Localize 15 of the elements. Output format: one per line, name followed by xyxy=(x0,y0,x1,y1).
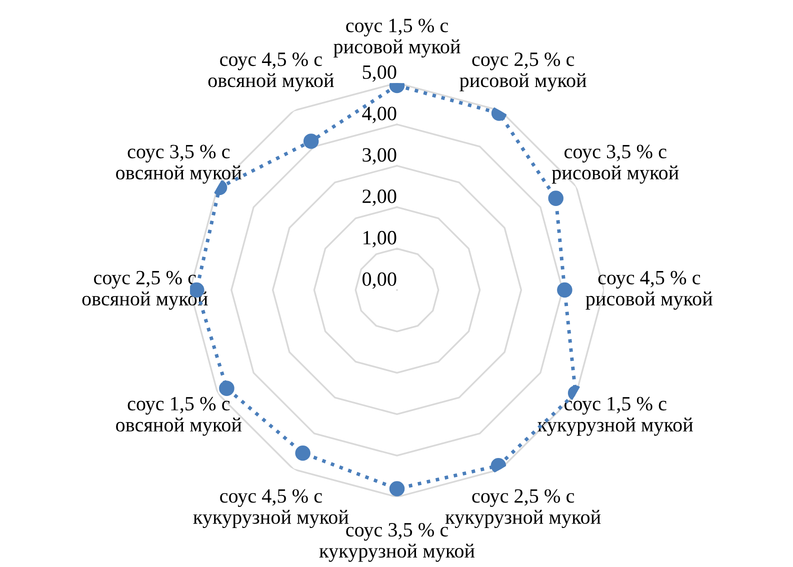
spoke-label: соус 2,5 % с рисовой мукой xyxy=(460,52,586,92)
spoke-label: соус 1,5 % с рисовой мукой xyxy=(334,18,460,58)
y-tick-label: 3,00 xyxy=(362,148,396,165)
y-tick-label: 1,00 xyxy=(364,230,396,248)
spoke-label: соус 4,5 % с кукурузной мукой xyxy=(193,489,348,528)
y-tick-label: 2,00 xyxy=(362,190,396,206)
y-tick-label: 5,00 xyxy=(362,65,396,82)
spoke-label: соус 3,5 % с рисовой мукой xyxy=(552,144,679,184)
spoke-label: соус 1,5 % с кукурузной мукой xyxy=(538,396,693,436)
y-tick-label: 4,00 xyxy=(362,106,396,124)
y-tick-label: 0,00 xyxy=(362,272,396,289)
spoke-label: соус 3,5 % с овсяной мукой xyxy=(116,144,242,184)
spoke-label: соус 4,5 % с рисовой мукой xyxy=(586,270,712,310)
spoke-label: соус 4,5 % с овсяной мукой xyxy=(208,52,334,92)
spoke-label: соус 1,5 % с овсяной мукой xyxy=(116,396,242,436)
